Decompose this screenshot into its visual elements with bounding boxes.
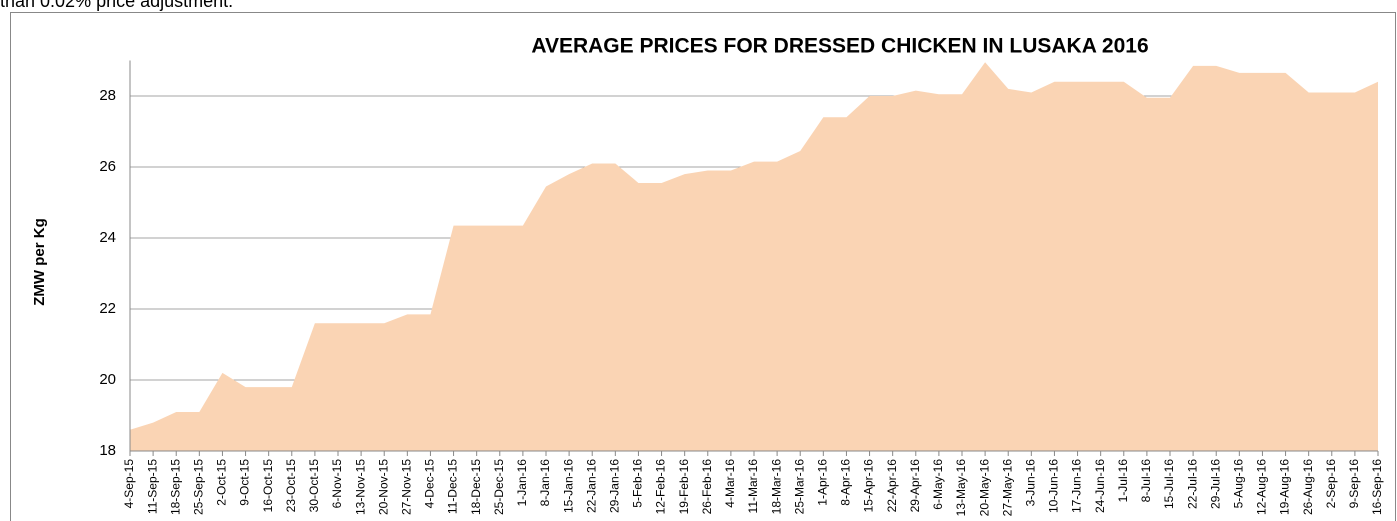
x-tick-label: 1-Jan-16 (515, 459, 529, 507)
x-tick-label: 27-May-16 (1000, 459, 1014, 517)
x-tick-label: 11-Dec-15 (446, 459, 460, 514)
caption: than 0.02% price adjustment. (0, 0, 233, 11)
x-tick-label: 20-May-16 (977, 459, 991, 517)
x-tick-label: 26-Feb-16 (700, 459, 714, 515)
x-tick-label: 22-Jul-16 (1185, 459, 1199, 509)
y-axis-label: ZMW per Kg (31, 218, 48, 306)
x-tick-label: 27-Nov-15 (400, 459, 414, 515)
x-tick-label: 15-Jan-16 (561, 459, 575, 513)
x-tick-label: 25-Sep-15 (192, 459, 206, 515)
x-tick-label: 11-Mar-16 (746, 459, 760, 514)
x-tick-label: 5-Feb-16 (631, 459, 645, 508)
x-tick-label: 16-Sep-16 (1370, 459, 1384, 515)
x-tick-label: 4-Sep-15 (122, 459, 136, 509)
x-tick-label: 18-Mar-16 (769, 459, 783, 515)
x-tick-label: 2-Sep-16 (1324, 459, 1338, 509)
y-tick-label: 24 (99, 229, 116, 246)
y-tick-label: 28 (99, 87, 116, 104)
x-tick-label: 9-Sep-16 (1347, 459, 1361, 509)
x-tick-label: 29-Jan-16 (608, 459, 622, 513)
x-tick-label: 1-Jul-16 (1116, 459, 1130, 503)
y-tick-label: 18 (99, 442, 116, 459)
x-tick-label: 8-Apr-16 (839, 459, 853, 506)
x-tick-label: 15-Apr-16 (862, 459, 876, 513)
x-tick-label: 22-Apr-16 (885, 459, 899, 513)
y-tick-label: 22 (99, 300, 116, 317)
x-tick-label: 19-Feb-16 (677, 459, 691, 515)
area (130, 62, 1378, 452)
x-tick-label: 26-Aug-16 (1301, 459, 1315, 515)
x-tick-label: 13-May-16 (954, 459, 968, 517)
x-tick-label: 13-Nov-15 (353, 459, 367, 515)
x-tick-label: 12-Feb-16 (654, 459, 668, 515)
chart-title: AVERAGE PRICES FOR DRESSED CHICKEN IN LU… (531, 35, 1148, 58)
x-tick-label: 1-Apr-16 (816, 459, 830, 506)
x-tick-label: 3-Jun-16 (1024, 459, 1038, 507)
x-tick-label: 17-Jun-16 (1070, 459, 1084, 513)
x-tick-label: 6-May-16 (931, 459, 945, 510)
x-tick-label: 8-Jul-16 (1139, 459, 1153, 503)
x-tick-label: 18-Sep-15 (168, 459, 182, 515)
x-tick-label: 19-Aug-16 (1278, 459, 1292, 515)
x-tick-label: 25-Dec-15 (492, 459, 506, 515)
x-tick-label: 4-Mar-16 (723, 459, 737, 508)
x-tick-label: 20-Nov-15 (376, 459, 390, 515)
y-tick-label: 26 (99, 158, 116, 175)
x-tick-label: 6-Nov-15 (330, 459, 344, 509)
x-tick-label: 29-Apr-16 (908, 459, 922, 513)
x-tick-label: 16-Oct-15 (261, 459, 275, 513)
x-tick-label: 5-Aug-16 (1232, 459, 1246, 509)
x-tick-label: 24-Jun-16 (1093, 459, 1107, 513)
x-tick-label: 2-Oct-15 (215, 459, 229, 506)
x-tick-label: 15-Jul-16 (1162, 459, 1176, 509)
x-tick-label: 18-Dec-15 (469, 459, 483, 515)
y-tick-label: 20 (99, 371, 116, 388)
x-tick-label: 4-Dec-15 (423, 459, 437, 509)
x-tick-label: 12-Aug-16 (1255, 459, 1269, 515)
x-tick-label: 8-Jan-16 (538, 459, 552, 507)
x-tick-label: 22-Jan-16 (584, 459, 598, 513)
x-tick-label: 23-Oct-15 (284, 459, 298, 513)
x-tick-label: 30-Oct-15 (307, 459, 321, 513)
x-tick-label: 10-Jun-16 (1047, 459, 1061, 513)
x-tick-label: 9-Oct-15 (238, 459, 252, 506)
x-tick-label: 11-Sep-15 (145, 459, 159, 514)
x-tick-label: 25-Mar-16 (792, 459, 806, 515)
x-tick-label: 29-Jul-16 (1208, 459, 1222, 509)
